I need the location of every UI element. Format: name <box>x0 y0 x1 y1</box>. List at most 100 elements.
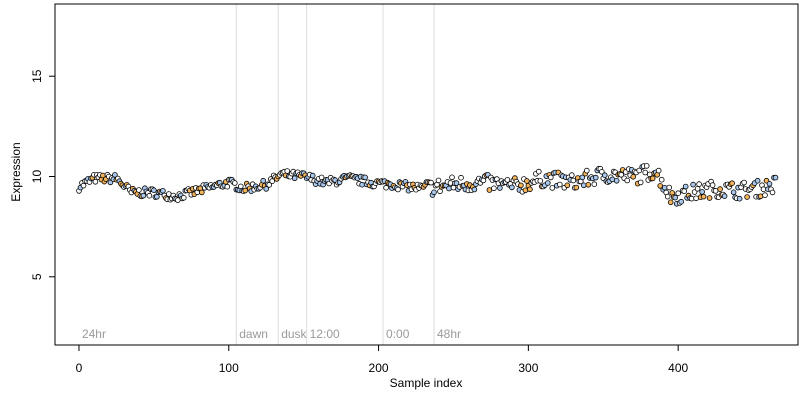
x-tick-label: 300 <box>518 361 538 375</box>
x-axis-label: Sample index <box>390 376 463 390</box>
data-point <box>154 194 160 200</box>
data-point <box>544 180 551 186</box>
data-point <box>754 177 761 184</box>
data-point <box>568 172 575 178</box>
data-point <box>709 182 716 188</box>
data-point <box>636 167 642 174</box>
data-point <box>242 187 249 194</box>
data-point <box>741 179 747 186</box>
x-tick-label: 100 <box>219 361 239 375</box>
data-point <box>717 186 723 192</box>
data-point <box>522 187 529 194</box>
data-point <box>224 183 231 190</box>
data-point <box>585 182 592 188</box>
data-point <box>453 180 460 186</box>
data-point <box>232 180 238 186</box>
data-point <box>681 188 687 194</box>
data-point <box>547 174 554 181</box>
data-point <box>486 187 493 193</box>
data-point <box>729 180 735 187</box>
x-axis: 0 100 200 300 400 <box>76 344 688 375</box>
period-label: 24hr <box>82 327 106 341</box>
data-point <box>682 183 689 190</box>
period-labels: 24hr dawn dusk 12:00 0:00 48hr <box>82 327 461 341</box>
data-point <box>678 198 684 205</box>
data-point <box>527 186 533 193</box>
data-point <box>383 184 389 191</box>
data-point <box>579 174 586 181</box>
data-point <box>556 181 563 188</box>
data-point <box>736 195 743 202</box>
data-point <box>491 185 497 192</box>
data-point <box>318 174 325 181</box>
data-point <box>504 177 511 183</box>
data-point <box>160 188 166 194</box>
data-point <box>666 184 672 191</box>
data-point <box>260 177 267 184</box>
data-point <box>649 175 656 182</box>
data-point <box>712 188 719 194</box>
data-point <box>431 189 437 196</box>
data-point <box>693 195 699 202</box>
data-point <box>136 187 142 193</box>
data-point <box>266 182 273 188</box>
data-point <box>699 189 705 195</box>
data-point <box>151 187 157 194</box>
data-point <box>744 194 750 200</box>
data-point <box>642 169 648 176</box>
data-point <box>769 189 776 196</box>
data-point <box>598 169 605 175</box>
data-point <box>573 184 580 191</box>
data-point <box>140 192 147 199</box>
data-point <box>446 185 452 192</box>
data-points <box>76 163 779 207</box>
y-tick-label: 10 <box>30 170 44 184</box>
data-point <box>535 168 542 175</box>
data-point <box>580 182 587 189</box>
period-label: dawn <box>239 327 268 341</box>
data-point <box>509 184 515 191</box>
data-point <box>613 178 620 184</box>
data-point <box>458 174 464 181</box>
data-point <box>664 193 671 200</box>
data-point <box>601 172 608 179</box>
data-point <box>291 175 298 182</box>
data-point <box>166 191 172 197</box>
data-point <box>667 199 674 206</box>
data-point <box>80 182 87 189</box>
data-point <box>618 172 624 178</box>
data-point <box>199 189 205 196</box>
data-point <box>437 188 443 195</box>
data-point <box>435 177 442 184</box>
period-label: 12:00 <box>310 327 340 341</box>
data-point <box>661 185 668 191</box>
data-point <box>694 186 701 192</box>
data-point <box>146 192 153 199</box>
data-point <box>700 193 707 200</box>
data-point <box>630 174 636 180</box>
data-point <box>181 195 187 201</box>
data-point <box>696 181 702 187</box>
data-point <box>760 186 767 193</box>
data-point <box>395 186 401 193</box>
data-point <box>672 194 678 201</box>
data-point <box>655 167 662 174</box>
data-point <box>643 163 650 169</box>
data-point <box>284 168 291 174</box>
data-point <box>658 176 665 183</box>
data-point <box>428 179 434 186</box>
data-point <box>706 195 713 201</box>
y-axis: 5 10 15 <box>30 69 56 280</box>
data-point <box>112 172 118 178</box>
data-point <box>447 180 454 186</box>
y-tick-label: 5 <box>30 273 44 280</box>
y-axis-label: Expression <box>9 142 23 201</box>
data-point <box>537 178 544 184</box>
data-point <box>637 179 644 186</box>
period-label: 48hr <box>437 327 461 341</box>
data-point <box>269 178 276 184</box>
data-point <box>518 182 524 189</box>
data-point <box>675 190 681 197</box>
data-point <box>449 174 455 181</box>
